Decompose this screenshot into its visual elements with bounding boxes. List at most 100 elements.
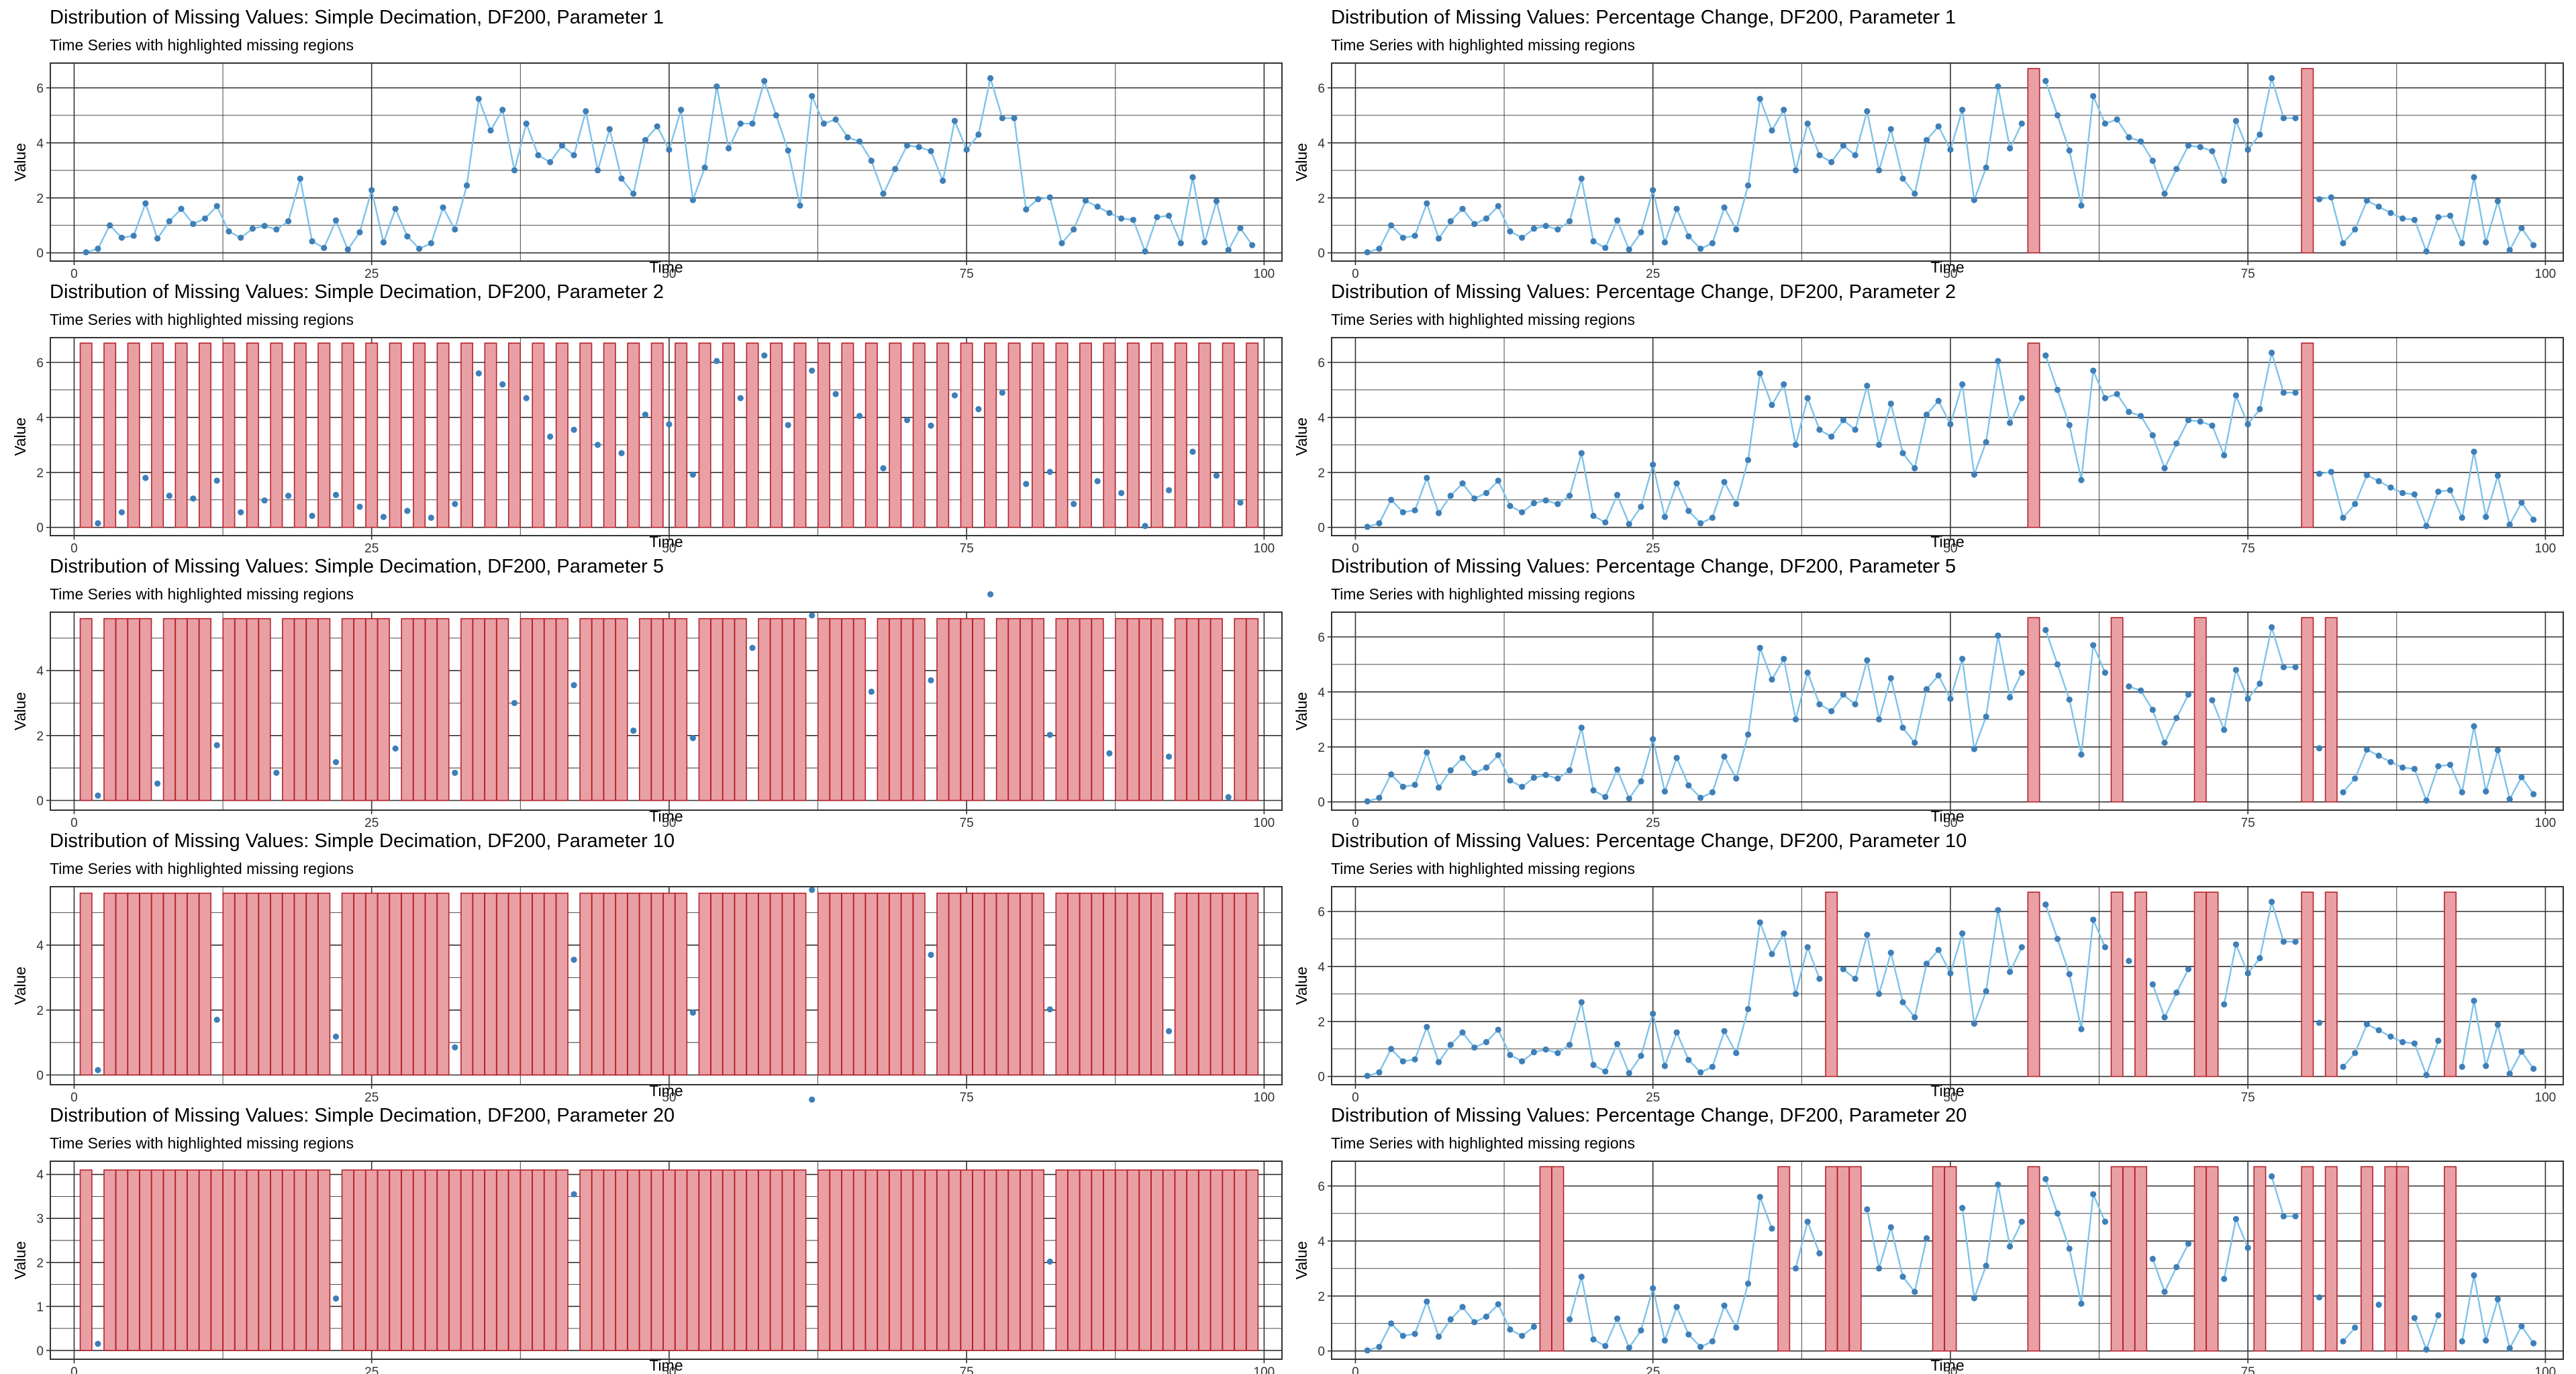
data-point	[1542, 1046, 1549, 1053]
x-tick-label: 0	[1352, 267, 1359, 281]
missing-region-bar	[1848, 1166, 1862, 1352]
missing-region-bar	[603, 1169, 616, 1351]
data-point	[987, 75, 994, 82]
x-tick-label: 100	[1254, 267, 1275, 281]
missing-region-bars	[79, 892, 1259, 1076]
missing-region-bar	[675, 1169, 688, 1351]
data-point	[1471, 770, 1478, 777]
data-point	[368, 187, 375, 193]
missing-region-bar	[675, 618, 688, 801]
data-point	[1947, 146, 1954, 153]
data-point	[2209, 422, 2216, 429]
data-point	[2221, 177, 2228, 184]
missing-region-bar	[781, 892, 795, 1076]
data-point	[2173, 715, 2180, 722]
data-point	[178, 205, 185, 212]
missing-region-bar	[353, 1169, 366, 1351]
missing-region-bar	[829, 1169, 842, 1351]
missing-region-bar	[853, 618, 866, 801]
data-point	[1650, 736, 1656, 742]
missing-region-bar	[1234, 618, 1247, 801]
data-point	[809, 93, 815, 99]
data-point	[118, 234, 125, 241]
y-axis-label: Value	[11, 967, 29, 1005]
y-tick-label: 4	[36, 137, 44, 151]
data-point	[2161, 1014, 2168, 1021]
x-tick-label: 25	[1646, 267, 1660, 281]
x-tick-label: 50	[662, 542, 676, 556]
data-point	[2530, 1065, 2537, 1072]
missing-region-bar	[270, 342, 283, 528]
missing-region-bar	[1162, 1169, 1176, 1351]
data-point	[2423, 1346, 2430, 1353]
data-point	[2161, 1289, 2168, 1295]
data-point	[1935, 123, 1942, 130]
data-point	[2352, 1050, 2359, 1057]
data-point	[1507, 777, 1514, 784]
plot-frame	[1331, 1161, 2564, 1360]
data-point	[1424, 1024, 1430, 1030]
missing-region-bar	[1020, 618, 1033, 801]
data-point	[1447, 767, 1454, 774]
missing-region-bar	[2324, 1166, 2338, 1352]
panel-subtitle: Time Series with highlighted missing reg…	[1331, 1134, 1635, 1152]
data-point	[2269, 898, 2275, 905]
missing-region-bar	[936, 1169, 950, 1351]
data-point	[2483, 1063, 2489, 1069]
data-point	[880, 465, 887, 472]
x-tick-label: 25	[364, 1091, 379, 1105]
data-point	[1864, 108, 1871, 115]
data-point	[903, 417, 911, 424]
missing-region-bar	[1825, 891, 1838, 1077]
data-point	[2018, 944, 2025, 950]
data-point	[2185, 1240, 2192, 1247]
data-point	[1459, 205, 1466, 212]
y-tick-label: 4	[36, 411, 44, 426]
data-point	[1519, 509, 1526, 516]
data-point	[1590, 1336, 1597, 1343]
data-point	[309, 512, 315, 520]
x-tick-label: 25	[364, 542, 379, 556]
missing-region-bar	[198, 618, 211, 801]
data-point	[1530, 1049, 1538, 1056]
data-point	[475, 370, 482, 377]
series-points	[1364, 898, 2537, 1079]
missing-region-bar	[365, 342, 379, 528]
data-point	[1483, 764, 1490, 771]
data-point	[1816, 701, 1823, 707]
data-point	[1399, 1332, 1406, 1339]
data-point	[1602, 1342, 1609, 1349]
data-point	[1424, 475, 1430, 481]
data-point	[1424, 749, 1430, 756]
missing-region-bar	[817, 1169, 830, 1351]
data-point	[1995, 907, 2001, 914]
series-line-segment	[1367, 85, 2023, 254]
data-point	[1364, 524, 1371, 530]
data-point	[1781, 656, 1787, 663]
missing-region-bar	[127, 618, 140, 801]
data-point	[2518, 225, 2525, 232]
missing-region-bar	[401, 892, 414, 1076]
data-point	[1046, 1258, 1053, 1265]
missing-region-bar	[579, 618, 593, 801]
data-point	[2054, 936, 2061, 942]
data-point	[761, 352, 768, 359]
missing-region-bar	[2301, 342, 2314, 528]
data-point	[2066, 696, 2073, 703]
missing-region-bar	[389, 1169, 402, 1351]
missing-region-bar	[2360, 1166, 2373, 1352]
data-point	[1189, 174, 1196, 181]
data-point	[2423, 797, 2430, 804]
data-point	[2149, 981, 2156, 988]
data-point	[201, 215, 209, 222]
data-point	[1507, 503, 1514, 509]
data-point	[1709, 240, 1716, 246]
missing-region-bar	[436, 342, 450, 528]
data-point	[1614, 491, 1621, 498]
data-point	[1661, 239, 1669, 246]
data-point	[1519, 1332, 1526, 1339]
missing-region-bar	[151, 342, 164, 528]
missing-region-bar	[496, 1169, 509, 1351]
data-point	[2446, 487, 2454, 493]
data-point	[618, 175, 625, 182]
